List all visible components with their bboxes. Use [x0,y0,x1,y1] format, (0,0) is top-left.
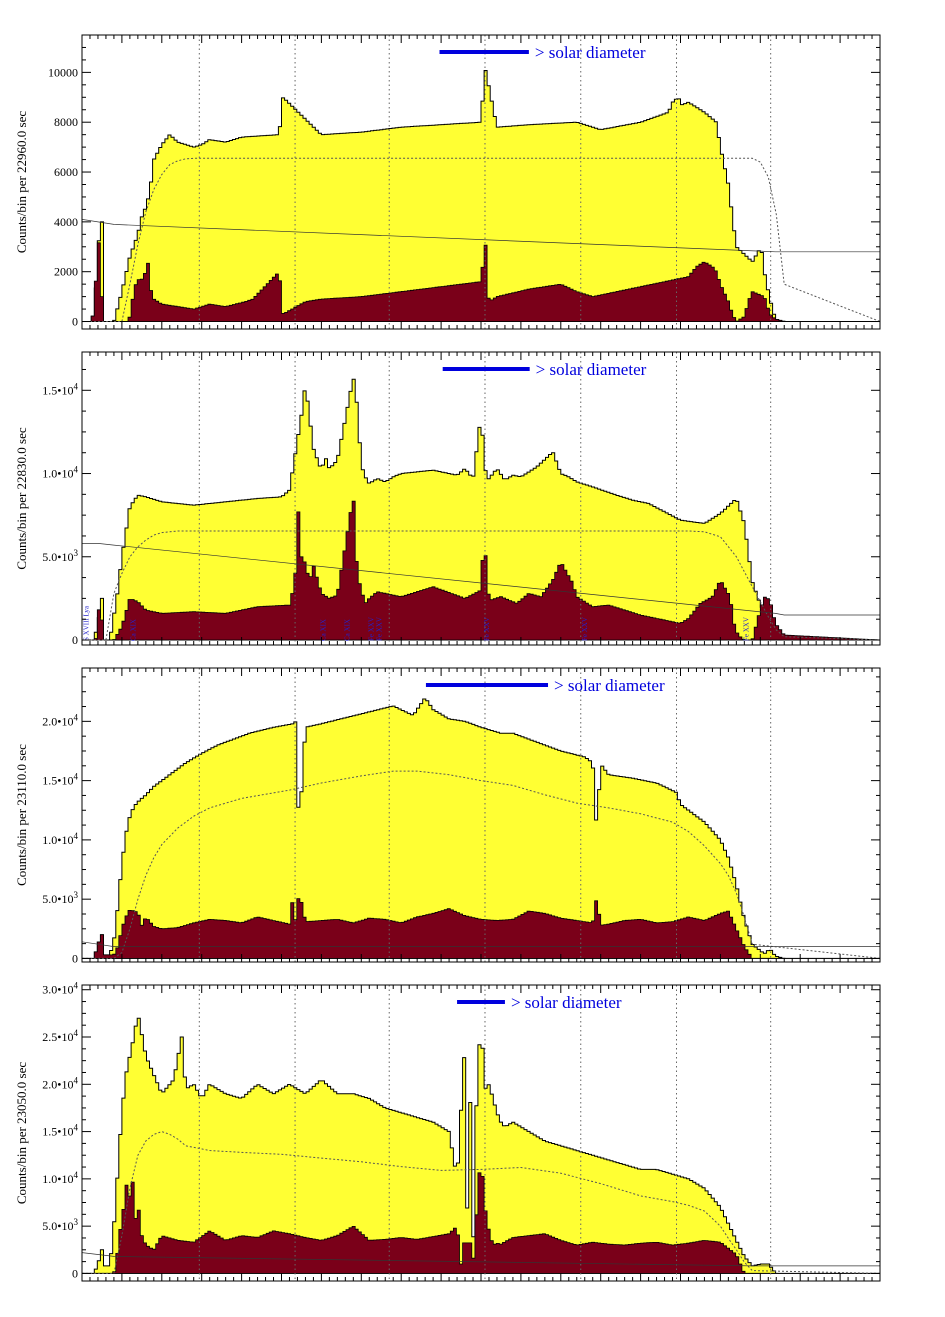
line-counts-series [82,242,880,322]
total-counts-series [82,698,880,959]
spectral-line-label: Fe XXV [367,617,375,641]
solar-diameter-annotation: > solar diameter [554,676,665,695]
y-tick-label: 1.0•104 [42,465,78,481]
plot-area: S XVIII Lya Ca XIX Ca XIX Ca XIX Fe XXV Fe XX… [82,352,880,645]
y-tick-label: 10000 [48,65,78,79]
spectral-line-label: S XVIII Lya [82,605,90,641]
y-tick-label: 5.0•103 [42,890,78,906]
y-tick-label: 5.0•103 [42,548,78,564]
spectral-line-label: Ca XIX [319,619,327,641]
plot-area [82,35,880,329]
line-counts-series [82,500,880,641]
spectral-line-label: Fe XXV [483,617,491,641]
y-tick-label: 2000 [54,265,78,279]
y-tick-label: 6000 [54,165,78,179]
plot-area [82,985,880,1281]
solar-diameter-annotation: > solar diameter [535,43,646,62]
y-tick-label: 5.0•103 [42,1217,78,1233]
y-tick-label: 8000 [54,115,78,129]
line-counts-series [82,1172,880,1274]
background-line [82,543,880,616]
panel-1: 0 2000 4000 6000 8000 10000 Counts/bin per 229… [14,34,881,330]
background-line [82,219,880,253]
y-tick-label: 0 [72,633,78,647]
y-tick-label: 0 [72,1266,78,1280]
total-counts-series [82,378,880,641]
spectral-line-label: Fe XXV [742,617,750,641]
panel-4: 0 5.0•103 1.0•104 1.5•104 2.0•104 2.5•104 3.0•… [14,981,881,1282]
panel-2: S XVIII Lya Ca XIX Ca XIX Ca XIX Fe XXV Fe XX… [14,351,881,647]
spectral-line-label: Fe XXV [581,617,589,641]
solar-diameter-annotation: > solar diameter [536,360,647,379]
total-counts-series [82,70,880,322]
y-axis-label: Counts/bin per 23050.0 sec [14,1062,29,1204]
background-line [82,1252,880,1267]
y-axis-label: Counts/bin per 23110.0 sec [14,744,29,886]
spectral-line-label: Ca XIX [343,619,351,641]
y-axis-label: Counts/bin per 22830.0 sec [14,427,29,569]
y-tick-label: 1.5•104 [42,1123,78,1139]
y-tick-label: 1.0•104 [42,831,78,847]
y-axis-label: Counts/bin per 22960.0 sec [14,111,29,253]
model-curve [82,157,880,322]
spectral-line-label: Fe XXV [375,617,383,641]
y-tick-label: 1.0•104 [42,1170,78,1186]
line-counts-series [82,898,880,959]
y-tick-label: 2.5•104 [42,1028,78,1044]
y-tick-label: 1.5•104 [42,772,78,788]
y-tick-label: 4000 [54,215,78,229]
y-tick-label: 2.0•104 [42,1075,78,1091]
y-tick-label: 0 [72,951,78,965]
spectral-line-label: Ca XIX [129,619,137,641]
model-curve [82,770,880,959]
y-tick-label: 0 [72,315,78,329]
panel-3: 0 5.0•103 1.0•104 1.5•104 2.0•104 Counts/bin … [14,667,881,965]
background-line [82,941,880,947]
model-curve [82,1131,880,1274]
y-tick-label: 2.0•104 [42,712,78,728]
y-tick-label: 1.5•104 [42,381,78,397]
solar-diameter-annotation: > solar diameter [511,993,622,1012]
plot-area [82,668,880,962]
total-counts-series [82,1017,880,1274]
y-tick-label: 3.0•104 [42,981,78,997]
